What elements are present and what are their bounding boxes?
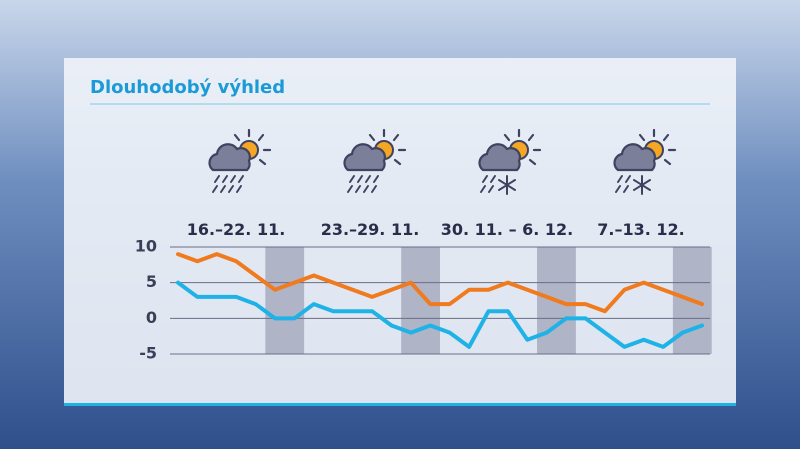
series-line: [176, 252, 704, 314]
week-label: 23.–29. 11.: [321, 220, 420, 239]
y-tick-label: 0: [146, 308, 157, 327]
week-label: 30. 11. – 6. 12.: [441, 220, 574, 239]
week-label: 7.–13. 12.: [597, 220, 684, 239]
weekend-band: [401, 247, 440, 354]
week-label: 16.–22. 11.: [187, 220, 286, 239]
y-tick-label: 5: [146, 272, 157, 291]
series-line: [176, 280, 704, 349]
weekend-band: [265, 247, 305, 354]
y-tick-label: 10: [135, 237, 157, 256]
panel-edge: [64, 403, 736, 406]
plot: -5 0 5 10: [135, 237, 712, 363]
chart-title: Dlouhodobý výhled: [90, 77, 285, 98]
y-tick-label: -5: [139, 344, 157, 363]
